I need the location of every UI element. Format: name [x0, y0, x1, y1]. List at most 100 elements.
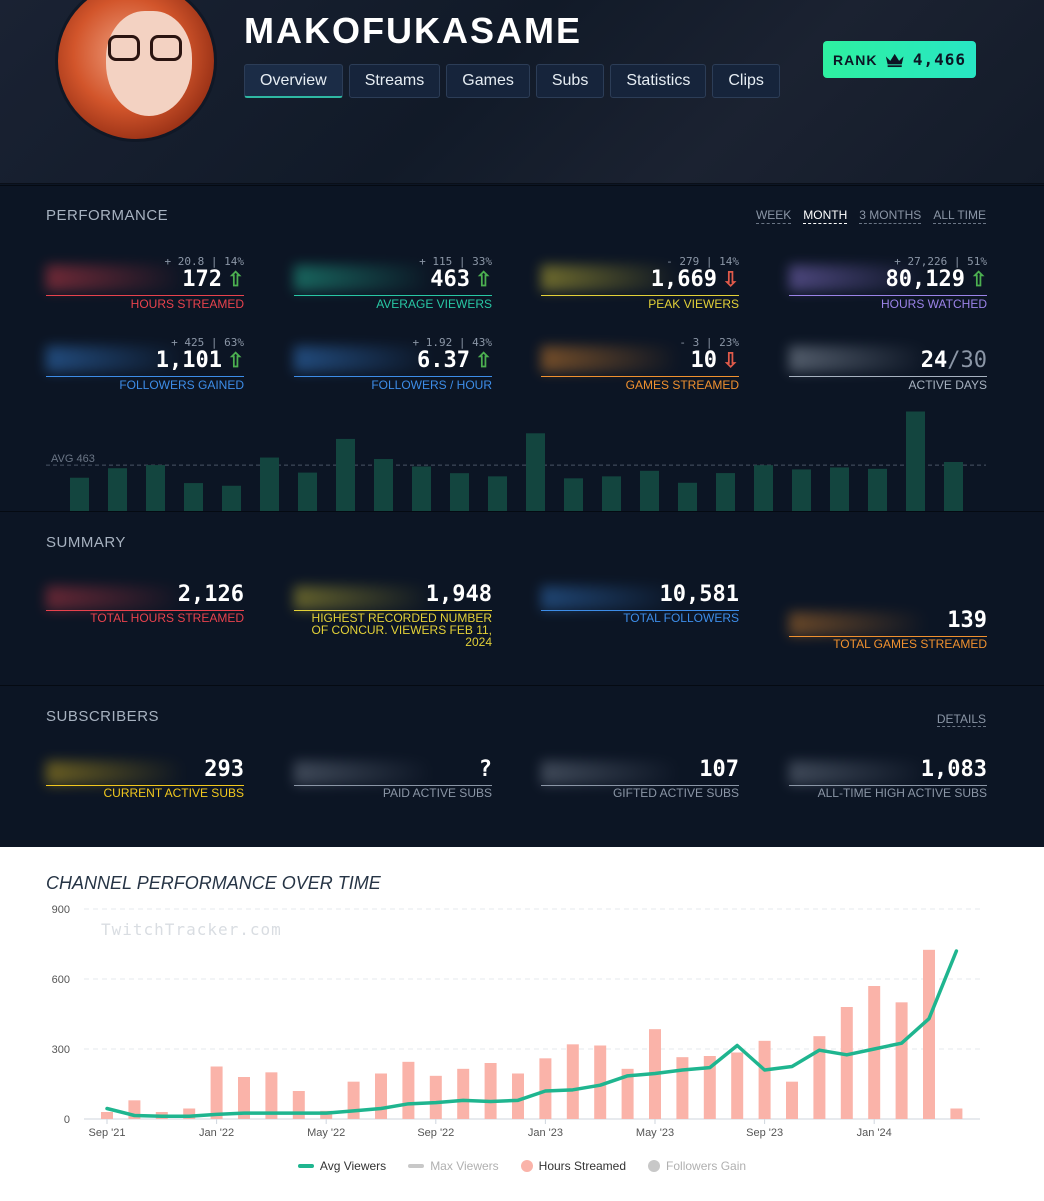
hours-streamed-bar[interactable] — [429, 1075, 442, 1119]
legend-label: Hours Streamed — [538, 1159, 627, 1173]
legend-hours-streamed[interactable]: Hours Streamed — [520, 1159, 627, 1173]
hours-streamed-bar[interactable] — [238, 1077, 250, 1119]
daily-bar[interactable] — [526, 433, 545, 511]
period-week[interactable]: WEEK — [755, 208, 792, 224]
legend-avg-viewers[interactable]: Avg Viewers — [297, 1159, 387, 1173]
hours-streamed-bar[interactable] — [183, 1108, 196, 1120]
stat-underline — [46, 610, 244, 611]
tab-overview[interactable]: Overview — [244, 64, 343, 98]
details-link[interactable]: DETAILS — [936, 712, 986, 727]
stat-underline — [294, 295, 492, 296]
daily-bar[interactable] — [602, 476, 621, 511]
stat-delta: + 27,226 | 51% — [894, 255, 987, 268]
hours-streamed-bar[interactable] — [512, 1073, 524, 1120]
summary-label: TOTAL FOLLOWERS — [623, 611, 739, 625]
x-tick-label: Sep '23 — [746, 1127, 783, 1139]
stat-underline — [789, 376, 987, 377]
hours-streamed-bar[interactable] — [265, 1072, 278, 1119]
hours-streamed-bar[interactable] — [840, 1007, 853, 1119]
hours-streamed-bar[interactable] — [895, 1002, 908, 1119]
stat-average-viewers: + 115 | 33% 463 ⇧ AVERAGE VIEWERS — [294, 255, 492, 311]
hours-streamed-bar[interactable] — [950, 1108, 963, 1120]
stat-underline — [789, 785, 987, 786]
hours-streamed-bar[interactable] — [101, 1112, 113, 1119]
stat-glow — [789, 346, 987, 372]
arrow-up-icon: ⇧ — [227, 269, 244, 291]
stat-underline — [541, 295, 739, 296]
x-tick-label: Sep '22 — [417, 1127, 454, 1139]
stat-followers-hour: + 1.92 | 43% 6.37 ⇧ FOLLOWERS / HOUR — [294, 336, 492, 392]
avatar-glasses-right — [150, 35, 182, 61]
hours-streamed-bar[interactable] — [566, 1044, 579, 1119]
hours-streamed-bar[interactable] — [484, 1063, 497, 1119]
stat-glow — [294, 346, 492, 372]
tab-streams[interactable]: Streams — [348, 64, 441, 98]
y-tick-label: 300 — [52, 1044, 70, 1056]
hours-streamed-bar[interactable] — [813, 1036, 826, 1119]
tab-games[interactable]: Games — [446, 64, 530, 98]
hours-streamed-bar[interactable] — [786, 1081, 798, 1119]
daily-bar[interactable] — [108, 468, 127, 511]
stat-label: HOURS STREAMED — [130, 297, 244, 311]
daily-bar[interactable] — [450, 473, 469, 511]
daily-bar[interactable] — [868, 468, 887, 511]
daily-bar[interactable] — [222, 485, 241, 511]
daily-bar[interactable] — [184, 483, 203, 511]
daily-bar[interactable] — [412, 466, 431, 511]
subs-value: 1,083 — [920, 757, 987, 782]
daily-bar[interactable] — [716, 473, 735, 511]
stat-label: GAMES STREAMED — [625, 378, 739, 392]
period-all-time[interactable]: ALL TIME — [933, 208, 986, 224]
hours-streamed-bar[interactable] — [676, 1057, 689, 1119]
legend-label: Avg Viewers — [319, 1159, 387, 1173]
legend-max-viewers[interactable]: Max Viewers — [408, 1159, 499, 1173]
daily-bar[interactable] — [260, 457, 279, 511]
hours-streamed-bar[interactable] — [347, 1081, 360, 1119]
hours-streamed-bar[interactable] — [210, 1066, 223, 1120]
x-tick-label: May '22 — [307, 1127, 345, 1139]
hours-streamed-bar[interactable] — [320, 1110, 333, 1119]
legend-followers-gain[interactable]: Followers Gain — [648, 1159, 746, 1173]
hours-streamed-bar[interactable] — [621, 1068, 634, 1119]
daily-bar[interactable] — [754, 465, 773, 511]
rank-badge[interactable]: RANK 4,466 — [823, 41, 976, 78]
daily-bar[interactable] — [336, 438, 355, 511]
channel-header: MAKOFUKASAME Overview Streams Games Subs… — [0, 0, 1044, 184]
daily-bar[interactable] — [298, 472, 317, 511]
watermark: TwitchTracker.com — [101, 920, 282, 939]
hours-streamed-bar[interactable] — [457, 1068, 470, 1119]
hours-streamed-bar[interactable] — [731, 1052, 744, 1120]
daily-bar[interactable] — [792, 469, 811, 511]
hours-streamed-bar[interactable] — [868, 986, 881, 1119]
hours-streamed-bar[interactable] — [758, 1040, 771, 1119]
channel-avatar[interactable] — [55, 0, 217, 142]
daily-bar[interactable] — [830, 467, 849, 511]
hours-streamed-bar[interactable] — [594, 1045, 607, 1120]
hours-streamed-bar[interactable] — [923, 949, 935, 1119]
period-3-months[interactable]: 3 MONTHS — [859, 208, 922, 224]
subscribers-title: SUBSCRIBERS — [46, 708, 160, 725]
hours-streamed-bar[interactable] — [375, 1073, 387, 1120]
daily-bar[interactable] — [564, 478, 583, 511]
tab-statistics[interactable]: Statistics — [610, 64, 707, 98]
tab-subs[interactable]: Subs — [535, 64, 605, 98]
period-month[interactable]: MONTH — [803, 208, 848, 224]
daily-bar[interactable] — [906, 411, 925, 511]
y-tick-label: 0 — [64, 1114, 70, 1126]
hours-streamed-bar[interactable] — [539, 1058, 552, 1119]
daily-bar[interactable] — [640, 470, 659, 511]
stat-glow — [46, 586, 244, 610]
arrow-up-icon: ⇧ — [475, 350, 492, 372]
daily-bar[interactable] — [944, 461, 963, 511]
daily-bar[interactable] — [374, 459, 393, 511]
daily-bar[interactable] — [146, 465, 165, 511]
hours-streamed-bar[interactable] — [402, 1061, 415, 1119]
hours-streamed-bar[interactable] — [703, 1056, 716, 1119]
y-tick-label: 900 — [52, 904, 70, 916]
stat-underline — [789, 636, 987, 637]
avg-viewers-line[interactable] — [105, 949, 959, 1118]
daily-bar[interactable] — [488, 476, 507, 511]
daily-bar[interactable] — [678, 482, 697, 511]
daily-bar[interactable] — [70, 477, 89, 511]
tab-clips[interactable]: Clips — [712, 64, 780, 98]
